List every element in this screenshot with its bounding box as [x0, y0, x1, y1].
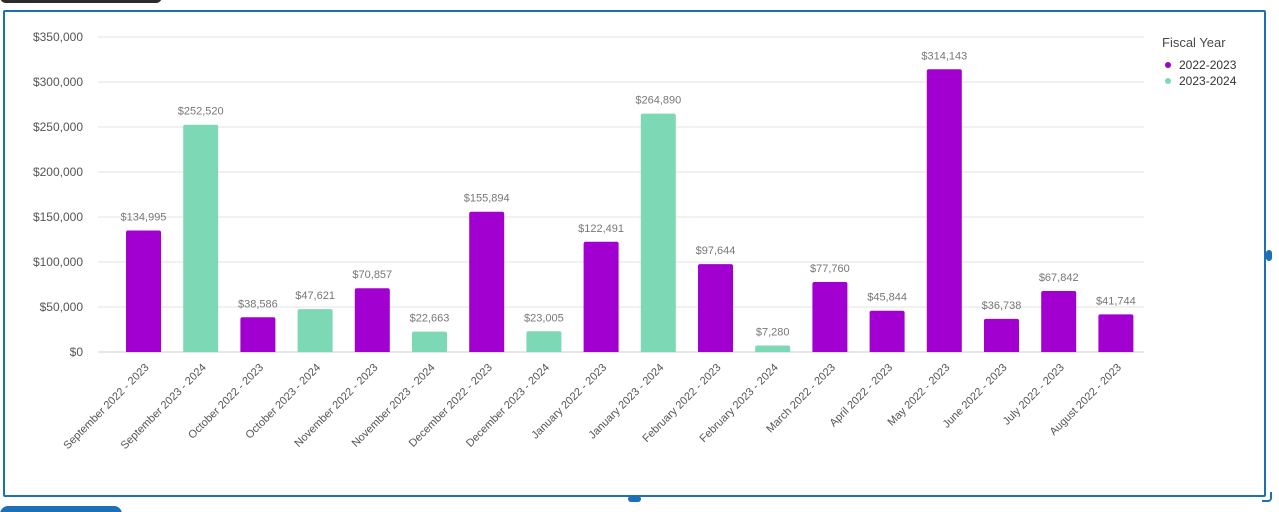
data-label: $155,894 [464, 193, 510, 205]
legend-item-2022-2023[interactable]: 2022-2023 [1162, 57, 1267, 73]
data-label: $70,857 [352, 269, 392, 281]
data-label: $314,143 [921, 50, 967, 62]
bar[interactable] [755, 345, 791, 352]
legend-item-2023-2024[interactable]: 2023-2024 [1162, 73, 1267, 89]
bar[interactable] [526, 331, 562, 352]
y-tick-label: $100,000 [33, 255, 83, 269]
data-label: $97,644 [696, 245, 736, 257]
y-tick-label: $250,000 [33, 120, 83, 134]
data-label: $67,842 [1039, 272, 1079, 284]
y-tick-label: $200,000 [33, 165, 83, 179]
bar[interactable] [698, 264, 733, 352]
resize-handle-bottom[interactable] [628, 496, 641, 502]
bottom-button[interactable] [0, 506, 122, 512]
data-label: $45,844 [867, 292, 907, 304]
data-label: $47,621 [295, 290, 335, 302]
bar[interactable] [183, 124, 219, 353]
legend: Fiscal Year 2022-2023 2023-2024 [1162, 35, 1267, 89]
y-tick-label: $150,000 [33, 210, 83, 224]
data-label: $252,520 [178, 106, 224, 118]
bar[interactable] [297, 309, 333, 352]
legend-marker-icon [1165, 62, 1171, 68]
legend-title: Fiscal Year [1162, 35, 1226, 50]
top-tab[interactable] [0, 0, 162, 3]
bar[interactable] [583, 241, 619, 352]
x-tick-label: June 2022 - 2023 [941, 362, 1010, 431]
bar[interactable] [640, 113, 676, 352]
bar[interactable] [812, 282, 848, 352]
data-label: $38,586 [238, 298, 278, 310]
legend-marker-icon [1165, 78, 1171, 84]
resize-handle-corner[interactable] [1262, 492, 1272, 502]
data-label: $122,491 [578, 223, 624, 235]
bar[interactable] [469, 211, 505, 352]
x-tick-label: May 2022 - 2023 [886, 362, 953, 429]
y-tick-label: $0 [70, 345, 84, 359]
x-tick-label: July 2022 - 2023 [1001, 362, 1067, 428]
bar[interactable] [926, 69, 962, 352]
y-tick-label: $350,000 [33, 30, 83, 44]
bar[interactable] [412, 331, 447, 352]
bar[interactable] [869, 310, 905, 352]
legend-label: 2023-2024 [1179, 74, 1237, 88]
data-label: $77,760 [810, 263, 850, 275]
bar[interactable] [354, 288, 390, 352]
data-label: $23,005 [524, 312, 564, 324]
resize-handle-right[interactable] [1266, 250, 1272, 261]
data-label: $7,280 [756, 326, 790, 338]
bar[interactable] [984, 318, 1019, 352]
bar[interactable] [1098, 314, 1134, 352]
legend-label: 2022-2023 [1179, 58, 1237, 72]
data-label: $134,995 [121, 212, 167, 224]
data-label: $41,744 [1096, 295, 1136, 307]
data-label: $36,738 [982, 300, 1022, 312]
data-label: $22,663 [410, 313, 450, 325]
bar[interactable] [1041, 290, 1077, 352]
bar[interactable] [126, 230, 161, 352]
data-label: $264,890 [635, 95, 681, 107]
y-tick-label: $300,000 [33, 75, 83, 89]
y-tick-label: $50,000 [40, 300, 84, 314]
bar[interactable] [240, 317, 276, 352]
